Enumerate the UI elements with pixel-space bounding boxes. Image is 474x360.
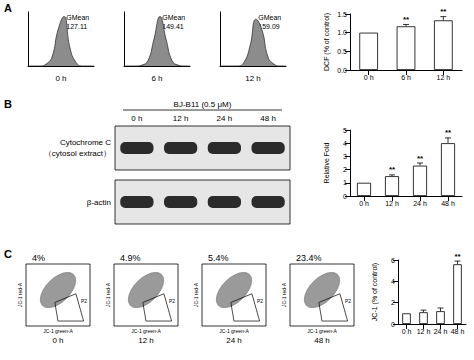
svg-text:GMean: GMean xyxy=(162,14,185,21)
svg-text:48 h: 48 h xyxy=(314,336,330,345)
svg-text:**: ** xyxy=(445,128,452,137)
svg-text:3: 3 xyxy=(343,153,347,160)
svg-text:0 h: 0 h xyxy=(402,328,412,335)
svg-text:159.09: 159.09 xyxy=(258,23,280,30)
svg-text:12 h: 12 h xyxy=(245,74,261,83)
svg-text:P2: P2 xyxy=(257,298,263,304)
svg-text:23.4%: 23.4% xyxy=(296,253,322,263)
svg-text:JC-1 red-A: JC-1 red-A xyxy=(193,282,199,307)
svg-text:（cytosol extract）: （cytosol extract） xyxy=(44,149,111,158)
svg-text:0.0: 0.0 xyxy=(337,67,347,74)
svg-text:4: 4 xyxy=(391,278,395,285)
svg-text:Relative Fold: Relative Fold xyxy=(323,142,330,183)
svg-text:JC-1 (% of control): JC-1 (% of control) xyxy=(371,263,379,321)
svg-text:4: 4 xyxy=(343,140,347,147)
svg-text:JC-1 green-A: JC-1 green-A xyxy=(131,328,161,334)
svg-text:12 h: 12 h xyxy=(437,74,451,81)
svg-text:GMean: GMean xyxy=(258,14,281,21)
svg-text:1: 1 xyxy=(343,179,347,186)
svg-text:12 h: 12 h xyxy=(417,328,431,335)
svg-text:2: 2 xyxy=(391,299,395,306)
svg-text:JC-1 red-A: JC-1 red-A xyxy=(105,282,111,307)
svg-text:JC-1 green-A: JC-1 green-A xyxy=(43,328,73,334)
svg-text:4%: 4% xyxy=(32,253,45,263)
svg-text:0.5: 0.5 xyxy=(337,48,347,55)
svg-text:JC-1 red-A: JC-1 red-A xyxy=(281,282,287,307)
svg-text:0 h: 0 h xyxy=(359,200,369,207)
svg-text:DCF (% of control): DCF (% of control) xyxy=(323,13,331,71)
svg-text:JC-1 red-A: JC-1 red-A xyxy=(17,282,23,307)
svg-text:12 h: 12 h xyxy=(173,114,189,123)
svg-text:1.0: 1.0 xyxy=(337,29,347,36)
svg-text:0 h: 0 h xyxy=(55,74,66,83)
svg-text:0 h: 0 h xyxy=(52,336,63,345)
svg-text:P2: P2 xyxy=(345,298,351,304)
svg-text:JC-1 green-A: JC-1 green-A xyxy=(307,328,337,334)
svg-text:24 h: 24 h xyxy=(226,336,242,345)
svg-text:C: C xyxy=(4,248,12,260)
svg-text:BJ-B11 (0.5 μM): BJ-B11 (0.5 μM) xyxy=(174,100,232,109)
svg-text:48 h: 48 h xyxy=(451,328,465,335)
svg-text:48 h: 48 h xyxy=(260,114,276,123)
svg-text:127.11: 127.11 xyxy=(66,23,87,30)
svg-text:1.5: 1.5 xyxy=(337,11,347,18)
svg-text:24 h: 24 h xyxy=(217,114,233,123)
svg-text:2: 2 xyxy=(343,166,347,173)
svg-text:P2: P2 xyxy=(169,298,175,304)
svg-text:**: ** xyxy=(389,165,396,174)
svg-text:β-actin: β-actin xyxy=(87,198,111,207)
svg-text:GMean: GMean xyxy=(66,14,89,21)
svg-text:6: 6 xyxy=(391,257,395,264)
svg-text:0 h: 0 h xyxy=(131,114,142,123)
svg-text:12 h: 12 h xyxy=(138,336,154,345)
svg-text:24 h: 24 h xyxy=(434,328,448,335)
svg-text:B: B xyxy=(4,98,12,110)
svg-text:**: ** xyxy=(454,252,461,261)
svg-text:**: ** xyxy=(403,15,410,24)
svg-text:0: 0 xyxy=(343,193,347,200)
svg-text:**: ** xyxy=(440,7,447,16)
svg-text:P2: P2 xyxy=(81,298,87,304)
svg-text:24 h: 24 h xyxy=(413,200,427,207)
svg-text:JC-1 green-A: JC-1 green-A xyxy=(219,328,249,334)
svg-text:4.9%: 4.9% xyxy=(120,253,141,263)
svg-text:**: ** xyxy=(417,154,424,163)
svg-text:5.4%: 5.4% xyxy=(208,253,229,263)
svg-text:12 h: 12 h xyxy=(385,200,399,207)
svg-text:0 h: 0 h xyxy=(364,74,374,81)
svg-text:48 h: 48 h xyxy=(441,200,455,207)
svg-text:6 h: 6 h xyxy=(151,74,162,83)
svg-text:A: A xyxy=(4,2,12,14)
svg-text:5: 5 xyxy=(343,127,347,134)
svg-text:0: 0 xyxy=(391,321,395,328)
svg-text:Cytochrome C: Cytochrome C xyxy=(60,138,111,147)
svg-text:6 h: 6 h xyxy=(401,74,411,81)
svg-text:149.41: 149.41 xyxy=(162,23,184,30)
